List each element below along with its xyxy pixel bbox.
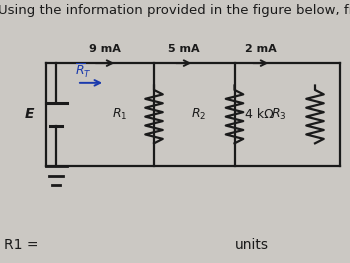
Text: E: E [25, 107, 35, 122]
Text: units: units [234, 239, 268, 252]
Text: $R_2$: $R_2$ [191, 107, 206, 122]
Text: R1 =: R1 = [4, 239, 38, 252]
Text: $R_3$: $R_3$ [272, 107, 287, 122]
Text: 9 mA: 9 mA [89, 44, 121, 54]
Text: $\overline{R}_T$: $\overline{R}_T$ [75, 62, 92, 80]
Text: 4 kΩ: 4 kΩ [245, 108, 274, 121]
Text: $R_1$: $R_1$ [112, 107, 128, 122]
Text: 2 mA: 2 mA [245, 44, 276, 54]
Text: Using the information provided in the figure below, fi: Using the information provided in the fi… [0, 4, 350, 17]
Text: 5 mA: 5 mA [168, 44, 200, 54]
